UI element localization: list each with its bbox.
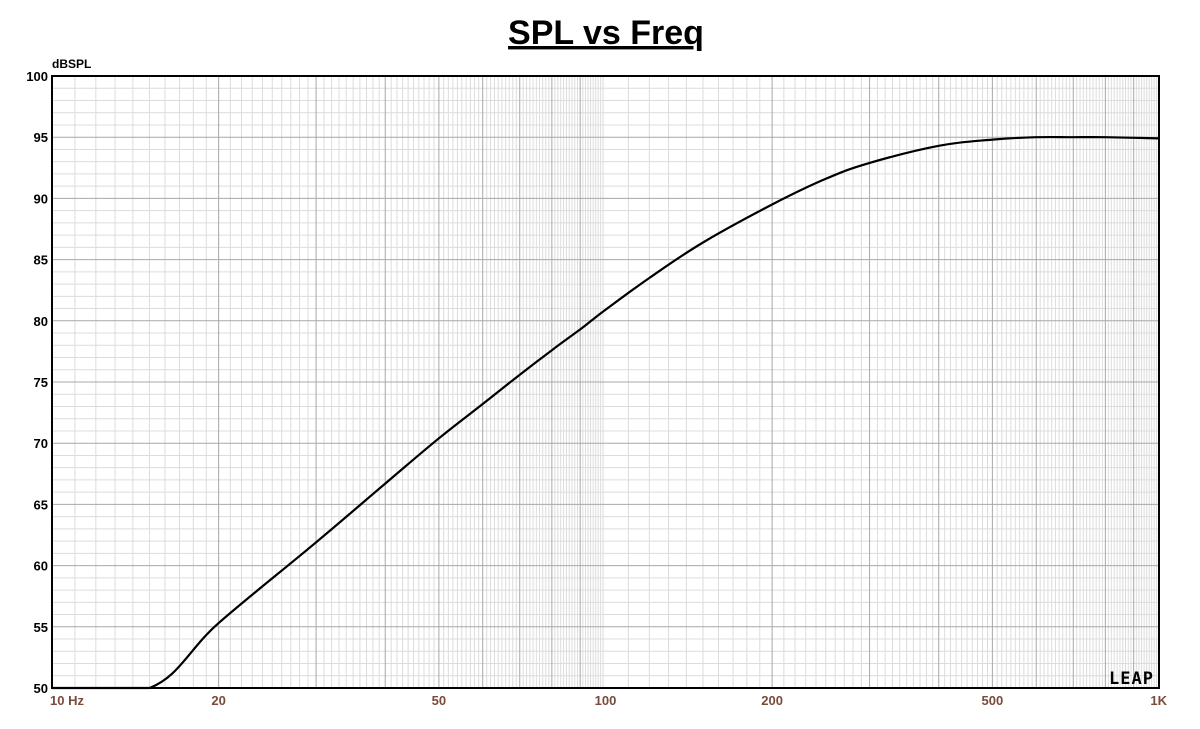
y-tick-label-4: 80 <box>34 314 48 329</box>
x-tick-label-2: 50 <box>432 693 446 708</box>
x-tick-label-1: 20 <box>211 693 225 708</box>
x-tick-label-3: 100 <box>595 693 617 708</box>
plot-frame <box>51 75 1160 689</box>
x-tick-label-0: 10 Hz <box>50 693 84 708</box>
y-axis-label: dBSPL <box>52 57 91 71</box>
y-tick-label-6: 70 <box>34 436 48 451</box>
leap-logo: LEAP <box>1109 669 1154 689</box>
y-tick-label-10: 50 <box>34 681 48 696</box>
grid-major <box>52 76 1159 688</box>
y-tick-label-9: 55 <box>34 620 48 635</box>
y-tick-label-0: 100 <box>26 69 48 84</box>
chart-title: SPL vs Freq <box>508 14 704 52</box>
x-tick-labels: 10 Hz 20 50 100 200 500 1K <box>50 693 1168 708</box>
y-tick-label-5: 75 <box>34 375 48 390</box>
x-tick-label-6: 1K <box>1150 693 1167 708</box>
spl-curve <box>52 135 1160 690</box>
y-tick-label-1: 95 <box>34 130 48 145</box>
y-tick-label-8: 60 <box>34 559 48 574</box>
x-tick-label-4: 200 <box>761 693 783 708</box>
y-tick-label-3: 85 <box>34 253 48 268</box>
y-tick-label-7: 65 <box>34 497 48 512</box>
y-tick-labels: 100 95 90 85 80 75 70 65 60 55 50 <box>26 69 48 696</box>
x-tick-label-5: 500 <box>982 693 1004 708</box>
y-tick-label-2: 90 <box>34 191 48 206</box>
